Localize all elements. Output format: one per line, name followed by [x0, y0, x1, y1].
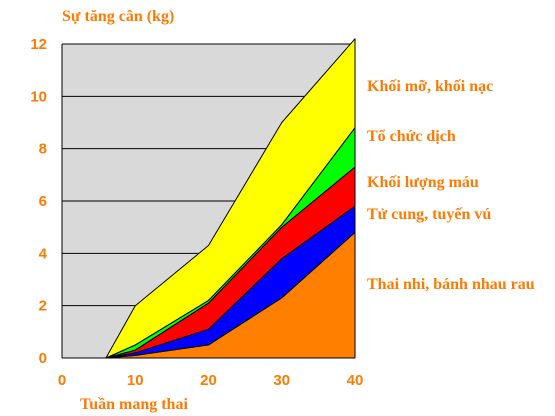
legend-label: Thai nhi, bánh nhau rau	[367, 276, 535, 293]
legend-label: Tử cung, tuyến vú	[367, 206, 491, 223]
y-axis-label: Sự tăng cân (kg)	[62, 8, 174, 25]
x-tick-label: 40	[347, 372, 364, 389]
y-tick-label: 12	[30, 36, 47, 53]
y-tick-labels: 0 2 4 6 8 10 12	[30, 36, 47, 367]
x-tick-label: 30	[273, 372, 290, 389]
legend-label: Tổ chức dịch	[367, 128, 456, 145]
y-tick-label: 4	[39, 245, 48, 262]
legend-label: Khối lượng máu	[367, 174, 479, 191]
x-tick-label: 20	[200, 372, 217, 389]
x-axis-label: Tuần mang thai	[80, 396, 188, 413]
y-tick-label: 8	[39, 141, 47, 158]
legend: Khối mỡ, khối nạc Tổ chức dịch Khối lượng …	[367, 78, 535, 293]
y-tick-label: 6	[39, 193, 47, 210]
x-tick-labels: 0 10 20 30 40	[58, 372, 364, 389]
axes	[61, 44, 356, 359]
legend-label: Khối mỡ, khối nạc	[367, 78, 493, 95]
y-tick-label: 2	[39, 298, 47, 315]
x-tick-label: 0	[58, 372, 66, 389]
y-tick-label: 0	[39, 350, 47, 367]
y-tick-label: 10	[30, 88, 47, 105]
x-tick-label: 10	[127, 372, 144, 389]
